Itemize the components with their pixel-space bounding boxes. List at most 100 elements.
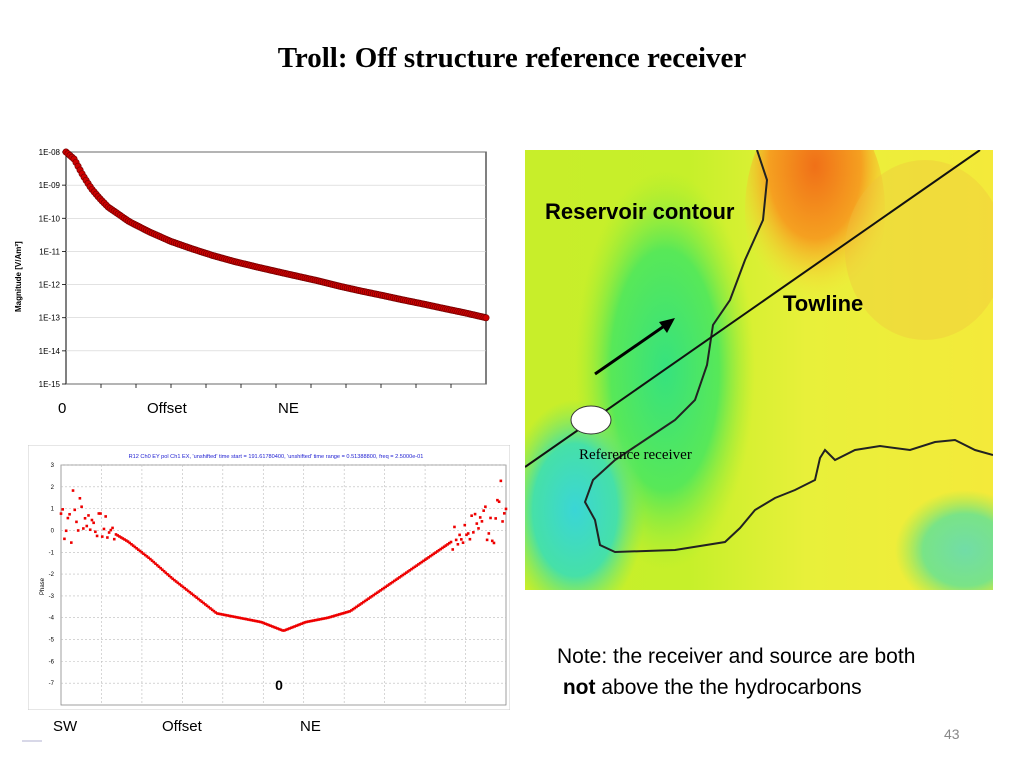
phase-point <box>124 539 128 542</box>
magnitude-tick-label: 1E-08 <box>39 148 61 157</box>
magnitude-tick-label: 1E-15 <box>39 380 61 389</box>
phase-point <box>490 539 494 543</box>
phase-point <box>499 479 503 483</box>
phase-point <box>313 618 317 622</box>
phase-point <box>229 614 233 618</box>
phase-point <box>191 593 195 597</box>
phase-point <box>179 584 183 587</box>
phase-point <box>174 580 178 583</box>
note-bold-not: not <box>562 676 596 699</box>
phase-point <box>87 514 90 517</box>
phase-point <box>259 620 262 624</box>
phase-point <box>482 509 485 512</box>
phase-chart: R12 Ch0 EY pol Ch1 EX, 'unshifted' time … <box>28 445 510 710</box>
phase-point <box>429 554 432 558</box>
phase-point <box>393 579 396 583</box>
phase-point <box>303 621 307 624</box>
phase-tick-label: 3 <box>51 463 55 469</box>
phase-point <box>202 601 205 605</box>
phase-point <box>446 543 449 546</box>
phase-point <box>329 615 333 619</box>
phase-point <box>59 512 63 515</box>
phase-tick-label: -7 <box>49 681 55 687</box>
phase-point <box>360 602 363 605</box>
phase-point <box>448 541 451 545</box>
phase-point <box>480 520 484 523</box>
phase-point <box>252 619 255 622</box>
yellow-area <box>845 160 993 340</box>
phase-point <box>119 536 123 539</box>
phase-point <box>341 612 345 615</box>
phase-tick-label: -1 <box>49 550 55 556</box>
phase-point <box>458 533 461 537</box>
phase-point <box>453 525 456 529</box>
mag-axis-word-zero: 0 <box>58 400 67 417</box>
phase-point <box>70 541 73 544</box>
phase-point <box>248 618 252 622</box>
phase-point <box>197 597 200 601</box>
phase-tick-label: -4 <box>49 616 55 622</box>
phase-point <box>272 625 276 629</box>
phase-point <box>63 537 66 541</box>
phase-point <box>296 623 300 627</box>
phase-point <box>286 627 290 631</box>
phase-point <box>322 617 326 620</box>
phase-point <box>420 560 424 564</box>
phase-point <box>246 618 250 621</box>
phase-point <box>291 625 295 629</box>
phase-point <box>147 556 150 560</box>
phase-point <box>94 530 97 534</box>
phase-point <box>317 618 321 621</box>
phase-point <box>350 609 353 612</box>
phase-point <box>224 613 228 617</box>
phase-point <box>301 621 305 625</box>
phase-point <box>365 598 369 602</box>
phase-point <box>320 617 324 621</box>
phase-point <box>418 561 422 565</box>
phase-point <box>384 585 388 589</box>
phase-point <box>214 611 217 614</box>
phase-point <box>423 558 427 562</box>
phase-point <box>470 514 473 518</box>
phase-point <box>339 612 343 616</box>
phase-point <box>169 576 173 579</box>
phase-point <box>362 600 365 604</box>
phase-point <box>219 612 223 616</box>
phase-point <box>405 571 408 574</box>
phase-point <box>477 527 480 530</box>
phase-point <box>375 591 379 595</box>
phase-point <box>473 512 477 516</box>
phase-y-ticks: 3 2 1 0 -1 -2 -3 -4 -5 -6 -7 <box>49 463 55 687</box>
page-number: 43 <box>944 726 960 742</box>
phase-point <box>228 614 231 618</box>
reference-receiver-label: Reference receiver <box>579 447 692 463</box>
phase-point <box>130 542 133 546</box>
phase-point <box>190 592 193 595</box>
magnitude-tick-label: 1E-13 <box>39 314 61 323</box>
phase-point <box>377 590 381 593</box>
phase-point <box>145 555 149 558</box>
phase-point <box>75 520 78 524</box>
phase-point <box>485 538 489 542</box>
phase-point <box>241 617 245 620</box>
phase-point <box>504 507 508 511</box>
phase-point <box>131 544 135 547</box>
note-text: Note: the receiver and source are both n… <box>557 641 915 703</box>
phase-point <box>351 607 355 611</box>
phase-point <box>422 559 425 563</box>
phase-point <box>216 612 219 615</box>
phase-point <box>413 565 417 569</box>
reservoir-contour-label: Reservoir contour <box>545 199 735 224</box>
phase-point <box>496 498 499 502</box>
phase-point <box>435 550 439 553</box>
phase-point <box>161 568 164 572</box>
phase-point <box>186 589 190 593</box>
phase-point <box>415 564 418 567</box>
phase-point <box>222 613 226 617</box>
phase-point <box>92 521 95 525</box>
phase-point <box>253 619 257 623</box>
phase-point <box>279 628 283 632</box>
phase-point <box>478 516 482 519</box>
phase-point <box>487 532 491 535</box>
phase-point <box>489 516 492 520</box>
